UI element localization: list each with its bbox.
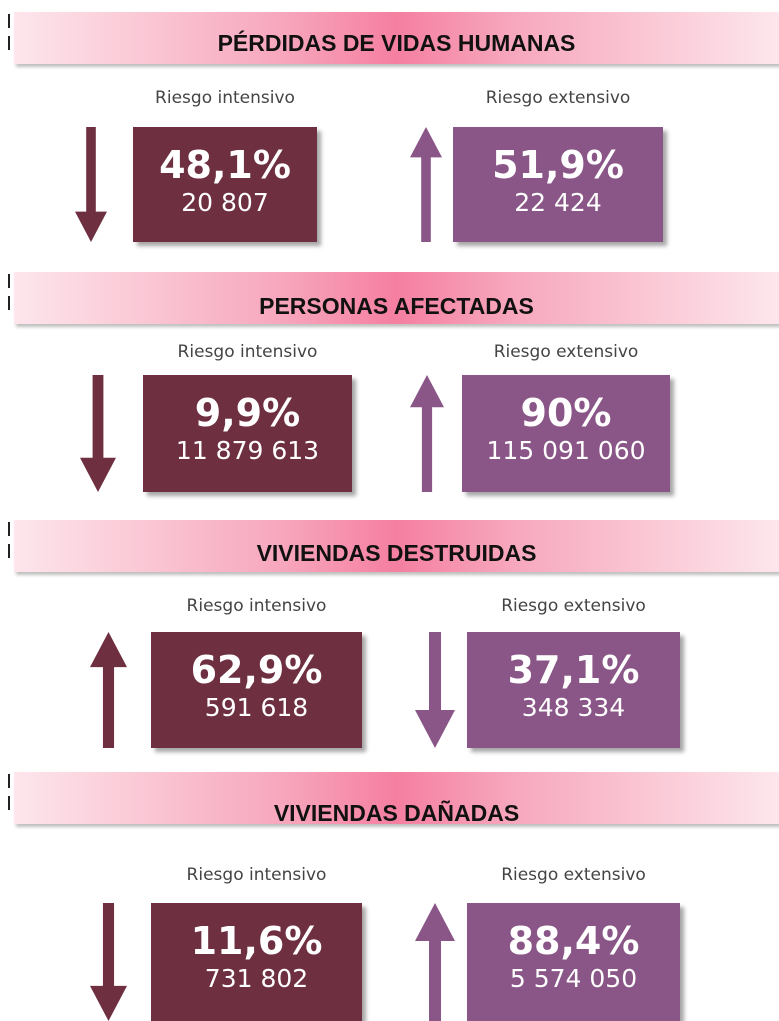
header-band — [14, 772, 779, 824]
risk-label: Riesgo intensivo — [186, 865, 327, 885]
header-band — [14, 272, 779, 324]
header-tick — [8, 774, 10, 788]
section-title: VIVIENDAS DAÑADAS — [273, 800, 520, 826]
stat-box: 88,4% 5 574 050 — [467, 903, 680, 1021]
count: 591 618 — [204, 693, 309, 722]
arrow-shape — [90, 903, 127, 1021]
count: 11 879 613 — [175, 436, 320, 465]
arrow-up — [90, 632, 127, 748]
arrow-down — [415, 632, 455, 748]
header-tick — [8, 522, 10, 536]
count: 5 574 050 — [509, 964, 638, 993]
header-band — [14, 520, 779, 572]
header-tick — [8, 36, 10, 50]
stat-box: 11,6% 731 802 — [151, 903, 362, 1021]
arrow-up — [415, 903, 455, 1021]
header-tick — [8, 544, 10, 558]
arrow-up — [410, 375, 444, 492]
arrow-down — [90, 903, 127, 1021]
risk-label: Riesgo extensivo — [501, 865, 646, 885]
risk-label: Riesgo extensivo — [501, 596, 646, 616]
arrow-shape — [415, 903, 455, 1021]
header-tick — [8, 274, 10, 288]
stat-box: 51,9% 22 424 — [453, 127, 663, 242]
arrow-shape — [80, 375, 116, 492]
stat-box: 48,1% 20 807 — [133, 127, 317, 242]
arrow-up — [410, 127, 442, 242]
stat-box: 90% 115 091 060 — [462, 375, 670, 492]
arrow-shape — [75, 127, 107, 242]
arrow-shape — [410, 127, 442, 242]
count: 348 334 — [521, 693, 626, 722]
arrow-down — [80, 375, 116, 492]
risk-label: Riesgo extensivo — [493, 342, 639, 362]
section-title: VIVIENDAS DESTRUIDAS — [256, 540, 537, 566]
header-band — [14, 12, 779, 64]
count: 731 802 — [204, 964, 309, 993]
percent: 51,9% — [492, 143, 624, 187]
percent: 48,1% — [159, 143, 291, 187]
arrow-shape — [410, 375, 444, 492]
percent: 62,9% — [190, 648, 323, 692]
stat-box: 37,1% 348 334 — [467, 632, 680, 748]
arrow-shape — [415, 632, 455, 748]
stat-box: 9,9% 11 879 613 — [143, 375, 352, 492]
risk-label: Riesgo extensivo — [485, 88, 631, 108]
section-title: PÉRDIDAS DE VIDAS HUMANAS — [217, 30, 576, 56]
header-tick — [8, 296, 10, 310]
arrow-shape — [90, 632, 127, 748]
percent: 88,4% — [507, 919, 640, 963]
count: 115 091 060 — [486, 436, 646, 465]
percent: 90% — [520, 391, 612, 435]
risk-label: Riesgo intensivo — [155, 88, 295, 108]
arrow-down — [75, 127, 107, 242]
count: 22 424 — [514, 188, 602, 217]
header-tick — [8, 796, 10, 810]
section-title: PERSONAS AFECTADAS — [259, 293, 534, 319]
risk-label: Riesgo intensivo — [186, 596, 327, 616]
percent: 37,1% — [507, 648, 640, 692]
percent: 9,9% — [194, 391, 301, 435]
count: 20 807 — [181, 188, 269, 217]
percent: 11,6% — [190, 919, 323, 963]
header-tick — [8, 14, 10, 28]
risk-label: Riesgo intensivo — [177, 342, 318, 362]
stat-box: 62,9% 591 618 — [151, 632, 362, 748]
